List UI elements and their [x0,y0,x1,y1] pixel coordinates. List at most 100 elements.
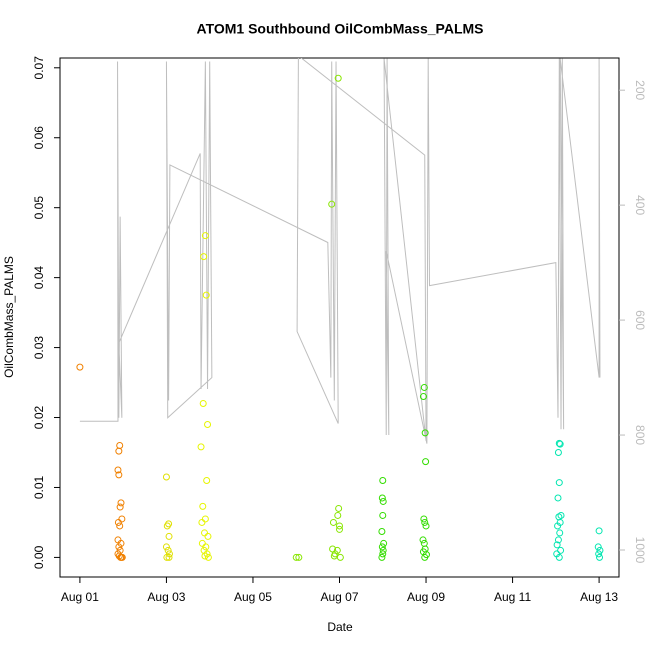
point [420,539,428,547]
y2-tick-label: 1000 [633,537,647,564]
x-tick-label: Aug 09 [407,590,445,604]
point [201,529,209,537]
point [419,393,427,401]
point [378,543,386,551]
point [421,429,429,437]
point [333,546,341,554]
point [115,543,123,551]
x-tick-label: Aug 07 [320,590,358,604]
point [201,232,209,240]
y2-tick-label: 800 [633,425,647,445]
point [118,515,126,523]
point [115,447,123,455]
point [421,553,429,561]
point [163,553,171,561]
point [202,291,210,299]
point [380,539,388,547]
point [554,522,562,530]
point [204,532,212,540]
y-tick-label: 0.01 [32,475,46,499]
point [594,543,602,551]
point [556,529,564,537]
point [203,550,211,558]
point [334,511,342,519]
point [163,522,171,530]
point [200,253,208,261]
point [329,518,337,526]
point [378,553,386,561]
x-axis-label: Date [327,620,353,634]
point [420,515,428,523]
y-tick-label: 0.07 [32,56,46,80]
point [165,553,173,561]
y2-tick-label: 200 [633,80,647,100]
y-tick-label: 0.02 [32,406,46,430]
point [555,479,563,487]
point [203,476,211,484]
y-tick-label: 0.03 [32,336,46,360]
point [201,552,209,560]
point [555,439,563,447]
x-tick-label: Aug 13 [580,590,618,604]
point [202,543,210,551]
point [336,522,343,530]
point [116,522,124,530]
point [198,539,206,547]
point [114,466,122,474]
x-tick-label: Aug 05 [234,590,272,604]
y2-tick-label: 600 [633,310,647,330]
point [419,536,427,544]
point [379,546,387,554]
point [117,499,125,507]
point [292,553,300,561]
point [596,546,604,554]
point [328,200,336,208]
y2-tick-label: 400 [633,195,647,215]
point [204,421,212,429]
y-tick-label: 0.00 [32,545,46,569]
point [421,518,429,526]
point [595,550,603,558]
point [199,502,207,510]
point [117,539,125,547]
plot-frame [59,57,620,578]
point [295,553,303,561]
chart-title: ATOM1 Southbound OilCombMass_PALMS [197,21,484,37]
point [201,515,209,523]
point [422,522,430,530]
x-tick-label: Aug 11 [494,590,531,604]
point [115,471,123,479]
point [197,443,205,451]
point [557,546,565,554]
point [378,528,386,536]
point [554,448,562,456]
point [554,536,562,544]
point [379,476,387,484]
point [336,525,343,533]
point [379,497,387,505]
y-tick-label: 0.04 [32,266,46,290]
point [330,552,338,560]
point [199,400,207,408]
point [420,383,428,391]
point [76,363,84,371]
pressure-line [79,58,601,444]
point [165,532,173,540]
point [116,442,124,450]
x-tick-label: Aug 01 [61,590,99,604]
point [164,546,172,554]
point [334,74,342,82]
y-axis-label: OilCombMass_PALMS [2,256,16,378]
point [379,550,387,558]
point [379,511,387,519]
y-tick-label: 0.06 [32,126,46,150]
point [335,504,343,512]
point [553,541,561,549]
point [554,494,562,502]
x-tick-label: Aug 03 [147,590,185,604]
point [114,518,122,526]
plot-area [76,58,604,561]
y-tick-label: 0.05 [32,196,46,220]
point [378,494,386,502]
